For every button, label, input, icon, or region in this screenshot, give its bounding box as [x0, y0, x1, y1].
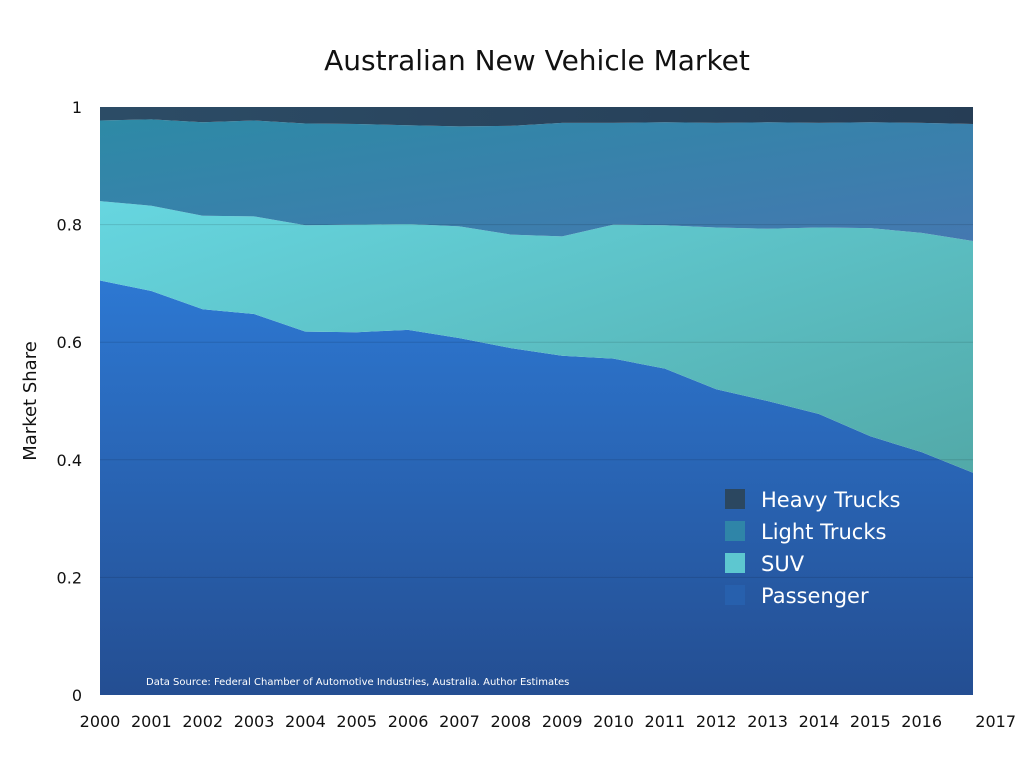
- legend-label-suv: SUV: [761, 552, 805, 576]
- x-tick-labels: 2000 2001 2002 2003 2004 2005 2006 2007 2008 2009…: [80, 712, 1016, 731]
- x-tick-label: 2008: [490, 712, 531, 731]
- x-tick-label: 2001: [131, 712, 172, 731]
- y-tick-label: 0.4: [57, 451, 82, 470]
- y-tick-label: 0: [72, 686, 82, 705]
- chart-title: Australian New Vehicle Market: [324, 44, 750, 77]
- grid-layer: [100, 224, 973, 578]
- legend-swatch-heavy-trucks: [725, 489, 745, 509]
- x-tick-label: 2002: [182, 712, 223, 731]
- legend-swatch-light-trucks: [725, 521, 745, 541]
- areas-layer: [100, 107, 973, 695]
- x-tick-label: 2004: [285, 712, 326, 731]
- x-tick-label: 2017: [975, 712, 1016, 731]
- y-tick-label: 0.2: [57, 568, 82, 587]
- area-suv: [100, 201, 973, 473]
- x-tick-label: 2015: [850, 712, 891, 731]
- y-tick-labels: 0 0.2 0.4 0.6 0.8 1: [57, 98, 82, 705]
- x-tick-label: 2006: [388, 712, 429, 731]
- area-heavy-trucks: [100, 107, 973, 127]
- x-tick-label: 2016: [901, 712, 942, 731]
- area-light-trucks: [100, 119, 973, 242]
- data-source-annotation: Data Source: Federal Chamber of Automoti…: [146, 677, 569, 688]
- legend-label-heavy-trucks: Heavy Trucks: [761, 488, 900, 512]
- y-tick-label: 0.8: [57, 216, 82, 235]
- x-tick-label: 2010: [593, 712, 634, 731]
- x-tick-label: 2014: [799, 712, 840, 731]
- legend-label-light-trucks: Light Trucks: [761, 520, 886, 544]
- legend-swatch-passenger: [725, 585, 745, 605]
- legend-label-passenger: Passenger: [761, 584, 869, 608]
- x-tick-label: 2005: [336, 712, 377, 731]
- legend: Heavy Trucks Light Trucks SUV Passenger: [725, 488, 900, 608]
- legend-swatch-suv: [725, 553, 745, 573]
- y-axis-label: Market Share: [20, 341, 41, 461]
- area-passenger: [100, 280, 973, 695]
- x-tick-label: 2003: [234, 712, 275, 731]
- x-tick-label: 2007: [439, 712, 480, 731]
- y-tick-label: 1: [72, 98, 82, 117]
- y-tick-label: 0.6: [57, 333, 82, 352]
- x-tick-label: 2011: [645, 712, 686, 731]
- x-tick-label: 2013: [747, 712, 788, 731]
- x-tick-label: 2012: [696, 712, 737, 731]
- x-tick-label: 2009: [542, 712, 583, 731]
- x-tick-label: 2000: [80, 712, 121, 731]
